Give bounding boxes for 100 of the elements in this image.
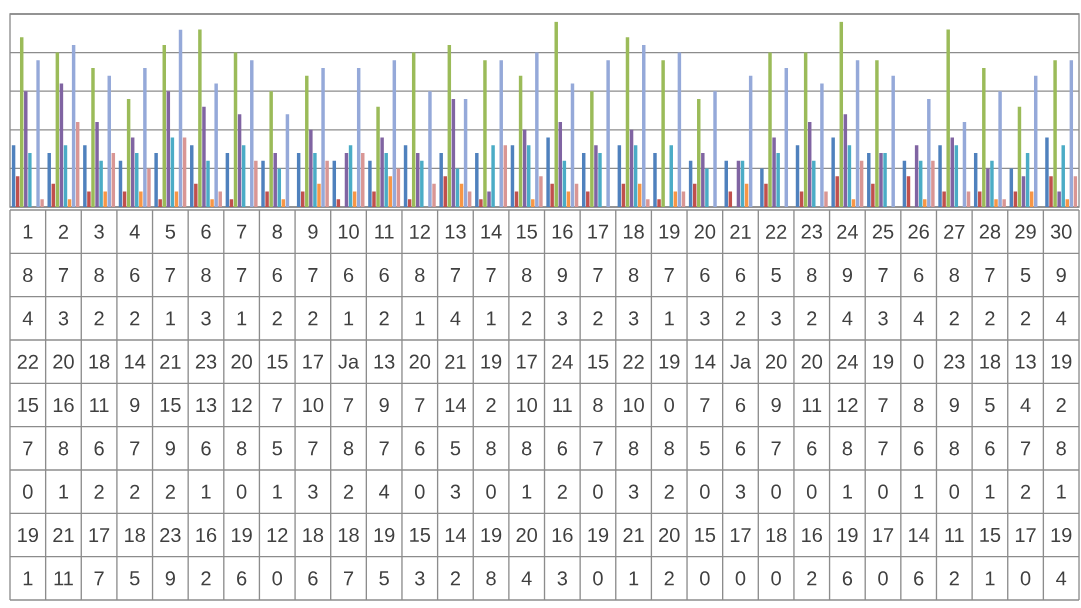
data-label: 3 xyxy=(735,484,746,499)
data-label: 2 xyxy=(593,311,603,326)
x-tick-label: 24 xyxy=(837,224,858,239)
data-label: 23 xyxy=(944,354,965,369)
bar xyxy=(83,145,87,208)
data-label: 14 xyxy=(445,528,466,542)
data-label: 8 xyxy=(664,441,674,456)
data-label: 4 xyxy=(1056,311,1067,326)
data-label: 2 xyxy=(985,311,995,326)
x-tick-label: 3 xyxy=(94,224,104,239)
bar xyxy=(661,60,665,208)
bar xyxy=(546,137,550,208)
data-label: 0 xyxy=(593,571,603,586)
data-label: 2 xyxy=(1021,484,1031,499)
bar xyxy=(250,60,254,208)
data-label: 0 xyxy=(415,484,425,499)
x-tick-label: 7 xyxy=(237,224,247,239)
data-label: 1 xyxy=(985,571,995,586)
data-label: 11 xyxy=(90,398,109,412)
data-label: 6 xyxy=(343,267,354,283)
data-label: 2 xyxy=(807,311,817,326)
bar xyxy=(598,152,602,208)
x-tick-label: 1 xyxy=(23,224,33,239)
bar xyxy=(646,199,650,208)
data-label: 0 xyxy=(771,571,781,586)
data-label: 2 xyxy=(486,398,496,412)
bar xyxy=(91,68,95,208)
bar xyxy=(87,191,91,208)
data-label: 16 xyxy=(196,527,217,543)
data-label: 21 xyxy=(160,354,181,369)
data-label: 2 xyxy=(557,484,567,499)
x-tick-label: 23 xyxy=(801,224,822,239)
bar xyxy=(713,91,717,208)
data-label: 9 xyxy=(165,571,175,586)
data-label: 1 xyxy=(344,311,354,326)
data-label: 0 xyxy=(664,397,674,413)
data-label: 15 xyxy=(588,354,609,369)
data-label: 3 xyxy=(58,311,69,326)
bar xyxy=(776,152,780,208)
bar xyxy=(321,68,325,208)
data-label: 8 xyxy=(201,267,211,283)
bar xyxy=(24,91,28,208)
bar xyxy=(158,199,162,208)
data-label: 19 xyxy=(873,354,894,369)
data-label: 22 xyxy=(17,354,38,369)
data-label: 1 xyxy=(522,484,532,499)
data-label: 0 xyxy=(272,571,283,586)
data-label: 2 xyxy=(94,311,104,326)
data-label: 0 xyxy=(806,484,817,499)
bar xyxy=(994,199,998,208)
bar xyxy=(305,75,309,208)
data-label: 8 xyxy=(522,267,532,283)
data-label: 2 xyxy=(201,571,211,586)
data-label: 2 xyxy=(308,311,318,326)
data-label: 6 xyxy=(130,267,140,283)
data-label: 0 xyxy=(878,484,888,499)
data-label: 19 xyxy=(18,527,38,543)
bar xyxy=(931,160,935,208)
bar xyxy=(99,160,103,208)
bar xyxy=(1045,137,1049,208)
data-label: 3 xyxy=(414,571,425,586)
data-label: 5 xyxy=(700,441,710,456)
bar xyxy=(1061,145,1065,208)
data-label: 3 xyxy=(700,311,710,326)
bar xyxy=(760,168,764,208)
data-label: 15 xyxy=(18,398,39,412)
data-label: 1 xyxy=(415,311,425,326)
bar xyxy=(206,160,210,208)
data-label: 11 xyxy=(553,398,572,412)
data-label: 19 xyxy=(481,527,502,543)
bar xyxy=(372,191,376,208)
data-label: 6 xyxy=(735,397,746,413)
data-label: 5 xyxy=(379,571,389,586)
data-label: 7 xyxy=(878,268,888,282)
bar xyxy=(554,21,558,208)
data-label: 16 xyxy=(802,527,822,543)
data-label: 12 xyxy=(232,398,252,412)
bar xyxy=(265,191,269,208)
data-label: 15 xyxy=(980,528,1001,542)
data-label: 6 xyxy=(272,267,282,283)
data-label: 17 xyxy=(303,354,323,369)
bar xyxy=(384,152,388,208)
data-label: 7 xyxy=(1021,441,1031,456)
bar xyxy=(891,75,895,208)
bar xyxy=(942,191,946,208)
data-label: 7 xyxy=(308,268,318,282)
data-label: 9 xyxy=(130,397,140,413)
data-label: 1 xyxy=(914,484,924,499)
data-label: 19 xyxy=(1051,354,1072,369)
bar xyxy=(475,152,479,208)
data-label: 5 xyxy=(1020,268,1031,282)
bar xyxy=(479,199,483,208)
data-label: 3 xyxy=(450,484,461,499)
data-label: 4 xyxy=(1056,571,1067,586)
bar xyxy=(820,83,824,208)
data-label: 2 xyxy=(130,311,140,326)
bar xyxy=(1053,60,1057,208)
x-tick-label: 26 xyxy=(908,224,929,239)
data-label: 8 xyxy=(628,441,639,456)
data-label: 12 xyxy=(837,398,858,412)
